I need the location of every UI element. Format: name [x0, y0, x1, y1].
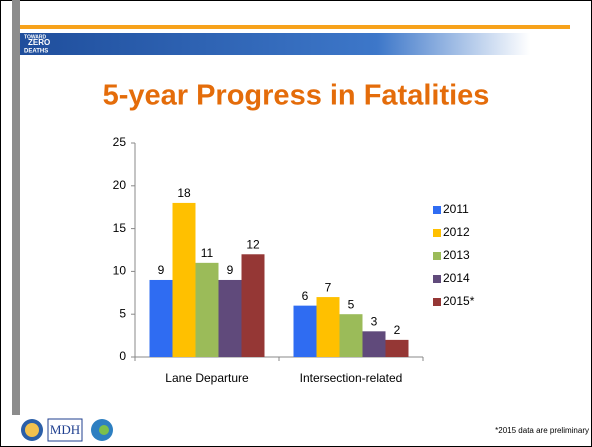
x-tick-label: Intersection-related	[300, 371, 403, 385]
legend-swatch	[433, 252, 441, 260]
data-label: 2	[394, 323, 401, 337]
y-tick-label: 25	[113, 135, 127, 149]
bar	[316, 297, 340, 357]
legend-label: 2012	[443, 225, 470, 239]
mdh-logo	[47, 418, 83, 442]
y-tick-label: 15	[113, 221, 127, 235]
legend-swatch	[433, 298, 441, 306]
legend-swatch	[433, 229, 441, 237]
data-label: 7	[325, 280, 332, 294]
data-label: 12	[246, 237, 260, 251]
bar	[339, 314, 363, 357]
bar	[218, 279, 242, 357]
legend-label: 2015*	[443, 294, 475, 308]
agency-icon	[99, 425, 109, 435]
logo-text: TOWARD	[24, 34, 47, 40]
y-tick-label: 0	[119, 349, 126, 363]
bar	[172, 202, 196, 357]
logo-text: ZERO	[28, 38, 50, 47]
legend-swatch	[433, 206, 441, 214]
seal-icon	[25, 423, 39, 437]
bar	[241, 254, 265, 357]
data-label: 5	[348, 297, 355, 311]
y-tick-label: 10	[113, 264, 127, 278]
bar	[195, 262, 219, 357]
bar	[149, 279, 173, 357]
slide-title: 5-year Progress in Fatalities	[103, 80, 490, 112]
logo-text: DEATHS	[24, 49, 48, 55]
orange-rule	[20, 25, 570, 29]
data-label: 6	[302, 289, 309, 303]
data-label: 18	[177, 186, 191, 200]
footnote: *2015 data are preliminary	[495, 426, 589, 435]
legend-label: 2013	[443, 248, 470, 262]
data-label: 9	[158, 263, 165, 277]
legend-label: 2014	[443, 271, 470, 285]
side-bar	[12, 0, 20, 415]
bar	[362, 331, 386, 357]
mdh-logo-text: MDH	[50, 422, 80, 437]
data-label: 3	[371, 314, 378, 328]
x-tick-label: Lane Departure	[165, 371, 249, 385]
y-tick-label: 5	[119, 306, 126, 320]
y-tick-label: 20	[113, 178, 127, 192]
blue-band	[20, 33, 530, 55]
data-label: 9	[227, 263, 234, 277]
legend-swatch	[433, 275, 441, 283]
data-label: 11	[201, 246, 214, 260]
legend-label: 2011	[443, 202, 469, 216]
bar	[385, 339, 409, 357]
bar	[293, 305, 317, 357]
